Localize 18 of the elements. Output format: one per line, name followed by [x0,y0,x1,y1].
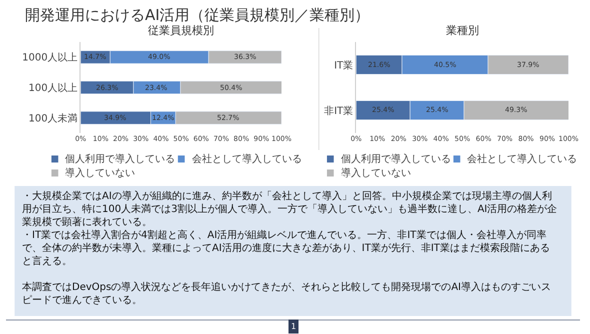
text: 本調査ではDevOpsの導入状況などを長年追いかけてきたが、それらと比較しても開発現場でのAI導入はものすごいスピードで進んできている。 [22,281,551,306]
chart-title: 従業員規模別 [148,24,214,37]
legend-label: 会社として導入している [192,153,302,165]
text: 1 [291,322,296,331]
text: ・IT業では会社導入割合が4割超と高く、AI活用が組織レベルで進んでいる。一方、非IT業では個人・会社導入が同率で、全体の約半数が未導入。業種によってAI活用の進度に大きな差があり、IT業が先行、非IT業はまだ模索段階にあると言える。 [22,229,550,267]
y-tick-label: 100人未満 [28,112,78,124]
legend-label: 個人利用で導入している [341,153,451,165]
y-tick-label: 1000人以上 [22,52,78,64]
text: 開発運用におけるAI活用（従業員規模別／業種別） [25,6,370,24]
legend-label: 会社として導入している [467,153,577,165]
y-tick-label: IT業 [334,59,354,72]
chart-title: 業種別 [446,24,479,37]
legend-label: 導入していない [341,167,411,179]
y-tick-label: 100人以上 [28,82,78,94]
legend-label: 個人利用で導入している [65,153,175,165]
text: ・大規模企業ではAIの導入が組織的に進み、約半数が「会社として導入」と回答。中小規模企業では現場主導の個人利用が目立ち、特に100人未満では3割以上が個人で導入。一方で「導入していない」も過半数に達し、AI活用の格差が企業規模で顕著に表れている。 [22,190,558,228]
y-tick-label: 非IT業 [324,104,354,117]
legend-label: 導入していない [65,167,135,179]
